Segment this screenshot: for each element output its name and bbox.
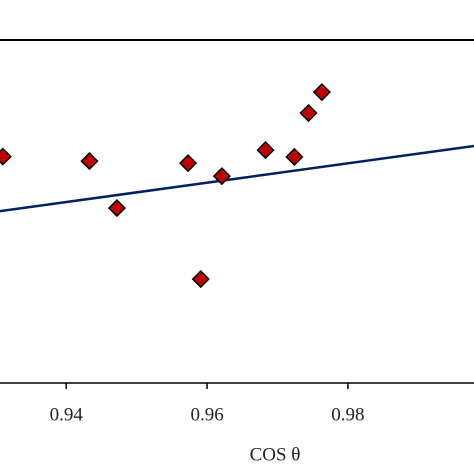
- data-point: [107, 199, 126, 218]
- x-axis-label: COS θ: [250, 444, 301, 465]
- data-point: [191, 270, 210, 289]
- data-point: [299, 103, 318, 123]
- x-tick-label: 0.96: [190, 404, 223, 425]
- data-point: [312, 83, 331, 102]
- data-point: [256, 141, 275, 160]
- x-tick-label: 0.94: [50, 404, 84, 425]
- data-point: [80, 152, 99, 171]
- data-point: [212, 167, 231, 186]
- data-point: [285, 147, 304, 167]
- data-point: [178, 154, 198, 173]
- x-tick-label: 0.98: [331, 404, 364, 425]
- data-point: [0, 147, 12, 166]
- trendline: [0, 144, 474, 213]
